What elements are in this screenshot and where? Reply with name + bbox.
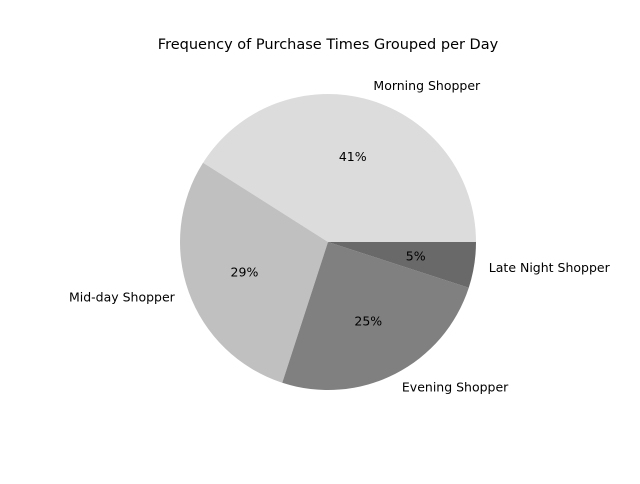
- pie-labels: Morning Shopper 41% Mid-day Shopper 29% Even…: [69, 78, 611, 394]
- pie-slice-late-night-shopper: [328, 242, 476, 288]
- pie-slice-morning-shopper: [203, 94, 477, 243]
- slice-percent-label: 41%: [339, 149, 367, 164]
- slice-label: Mid-day Shopper: [69, 290, 176, 305]
- slice-label: Evening Shopper: [402, 380, 509, 395]
- slice-percent-label: 29%: [231, 265, 259, 280]
- slice-percent-label: 5%: [406, 248, 426, 263]
- slice-percent-label: 25%: [354, 314, 382, 329]
- slice-label: Late Night Shopper: [489, 260, 611, 275]
- pie-slice-mid-day-shopper: [180, 162, 328, 383]
- slice-label: Morning Shopper: [373, 78, 481, 93]
- pie-slice-evening-shopper: [282, 242, 469, 391]
- chart-title: Frequency of Purchase Times Grouped per …: [158, 37, 499, 53]
- pie-slices: [180, 94, 477, 391]
